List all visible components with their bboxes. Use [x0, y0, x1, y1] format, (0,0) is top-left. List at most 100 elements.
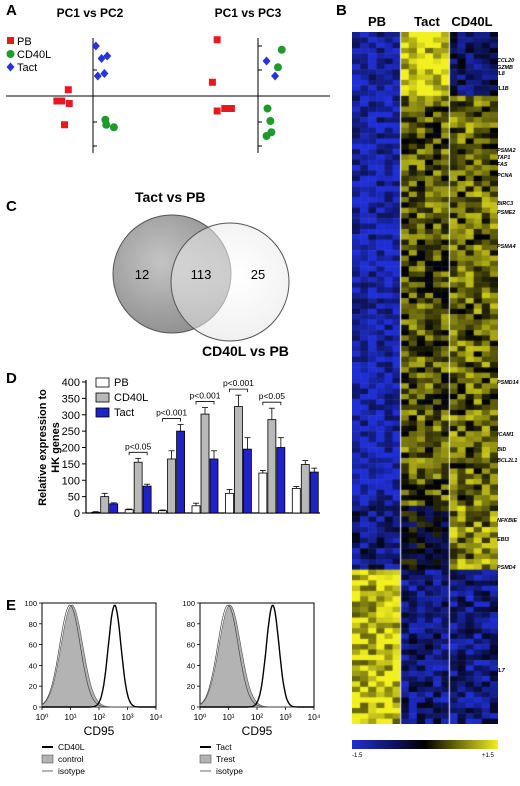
heatmap-gene-label: CCL20 — [497, 58, 514, 64]
pca-point-cd40l — [102, 120, 111, 129]
bar-legend-swatch — [95, 407, 110, 418]
significance-bracket — [162, 418, 181, 422]
histogram-y-tick-label: 40 — [187, 661, 195, 670]
bar-tact — [309, 471, 319, 514]
histogram-stim-line — [200, 604, 314, 708]
pca-point-cd40l — [262, 132, 271, 140]
histogram-stim-line — [42, 604, 156, 708]
heatmap-group-tact: Tact — [414, 14, 440, 29]
histogram-legend-swatch — [41, 754, 54, 764]
pca-point-cd40l — [263, 104, 272, 113]
heatmap-gene-label: BID — [497, 447, 506, 453]
histogram-panel: 0 20 40 60 80 100 10⁰ 10¹ 10² 10³ 10⁴ CD95 CD40L cont… — [24, 599, 320, 776]
venn-circle-b — [170, 222, 290, 342]
heatmap-scale-max: +1.5 — [482, 753, 494, 759]
histogram-y-tick-label: 100 — [24, 599, 37, 608]
bar-y-tick-label: 200 — [62, 443, 80, 455]
histogram-x-tick-label: 10² — [93, 712, 105, 722]
pca-point-pb — [221, 105, 229, 112]
pca-legend-cd40l-marker — [6, 50, 15, 58]
histogram-y-tick-label: 0 — [191, 703, 195, 712]
pca-point-tact — [100, 69, 109, 78]
heatmap-gene-label: BIRC3 — [497, 201, 513, 207]
histogram-control-fill — [41, 604, 156, 708]
bar-tact — [209, 458, 219, 514]
histogram-y-tick-label: 20 — [29, 682, 37, 691]
histogram-legend-label: control — [58, 754, 84, 764]
pca-point-pb — [58, 97, 66, 105]
bar-y-tick-label: 100 — [62, 475, 80, 487]
bar-y-tick-label: 400 — [62, 377, 80, 389]
heatmap-gene-label: PSME2 — [497, 210, 515, 216]
pca-point-cd40l — [109, 123, 118, 132]
venn-diagram: Tact vs PB 12 113 25 CD40L vs PB — [112, 189, 290, 359]
histogram-x-tick-label: 10³ — [279, 712, 291, 722]
heatmap-gene-label: ICAM1 — [497, 432, 514, 438]
heatmap-gene-label: IL7 — [497, 668, 506, 674]
pca-legend-label: Tact — [17, 62, 37, 74]
bar-y-tick-label: 250 — [62, 426, 80, 438]
bar-cd40l — [300, 464, 310, 514]
bar-legend-label: CD40L — [114, 392, 148, 404]
venn-set-a-label: Tact vs PB — [135, 189, 206, 205]
histogram-legend-swatch — [199, 754, 212, 764]
histogram-y-tick-label: 20 — [187, 682, 195, 691]
histogram-x-tick-label: 10⁰ — [194, 712, 207, 722]
pca-point-pb — [208, 78, 216, 86]
pca-title-2: PC1 vs PC3 — [215, 6, 282, 20]
bar-pb — [291, 488, 301, 514]
bar-pb — [158, 510, 167, 514]
pca-point-tact — [103, 51, 112, 61]
significance-bracket — [262, 401, 282, 406]
heatmap-gene-label: IL8 — [497, 71, 505, 77]
pca-point-tact — [262, 56, 271, 66]
histogram-legend-label: isotype — [58, 766, 85, 776]
heatmap-gene-label: TAP1 — [497, 155, 510, 161]
bar-tact — [109, 503, 119, 514]
panel-label-a: A — [6, 2, 17, 19]
bar-tact — [243, 448, 252, 514]
bar-cd40l — [200, 413, 210, 514]
significance-label: p<0.001 — [156, 408, 187, 418]
significance-bracket — [229, 388, 248, 393]
heatmap-gene-label: PSMA2 — [497, 148, 516, 154]
pca-legend-label: PB — [17, 36, 32, 48]
pca-point-pb — [227, 105, 235, 112]
bar-cd40l — [100, 496, 110, 514]
pca-point-tact — [271, 71, 280, 81]
pca-point-tact — [91, 41, 100, 51]
pca-point-cd40l — [273, 63, 282, 72]
bar-pb — [91, 511, 101, 514]
bar-pb — [258, 472, 268, 514]
significance-label: p<0.05 — [259, 391, 286, 401]
significance-label: p<0.001 — [190, 391, 221, 401]
pca-point-pb — [61, 121, 68, 129]
heatmap — [352, 32, 498, 724]
pca-point-cd40l — [277, 45, 286, 54]
histogram-control-fill — [199, 604, 314, 708]
bar-chart: Relative expression toHK genes 0 50 100 150… — [37, 377, 320, 520]
histogram-legend-label: isotype — [216, 766, 243, 776]
bar-legend-swatch — [95, 392, 110, 403]
histogram-y-tick-label: 80 — [29, 620, 37, 629]
bar-cd40l — [234, 406, 243, 514]
pca-point-pb — [65, 100, 73, 107]
pca-point-pb — [53, 97, 61, 105]
heatmap-gene-label: PSMD14 — [497, 380, 519, 386]
heatmap-gene-label: PCNA — [497, 173, 512, 179]
significance-label: p<0.001 — [223, 378, 254, 388]
heatmap-group-cd40l: CD40L — [451, 14, 493, 29]
bar-cd40l — [167, 458, 176, 514]
panel-label-c: C — [6, 198, 17, 215]
venn-only-b-count: 25 — [251, 267, 265, 282]
bar-cd40l — [133, 461, 143, 514]
histogram-legend-label: Trest — [216, 754, 236, 764]
histogram-legend-label: Tact — [216, 742, 232, 752]
heatmap-gene-label: EBI3 — [497, 537, 509, 543]
pca-title-1: PC1 vs PC2 — [57, 6, 124, 20]
pca-legend-pb-marker — [7, 37, 14, 44]
histogram-x-tick-label: 10⁴ — [307, 712, 320, 722]
panel-label-d: D — [6, 370, 17, 387]
